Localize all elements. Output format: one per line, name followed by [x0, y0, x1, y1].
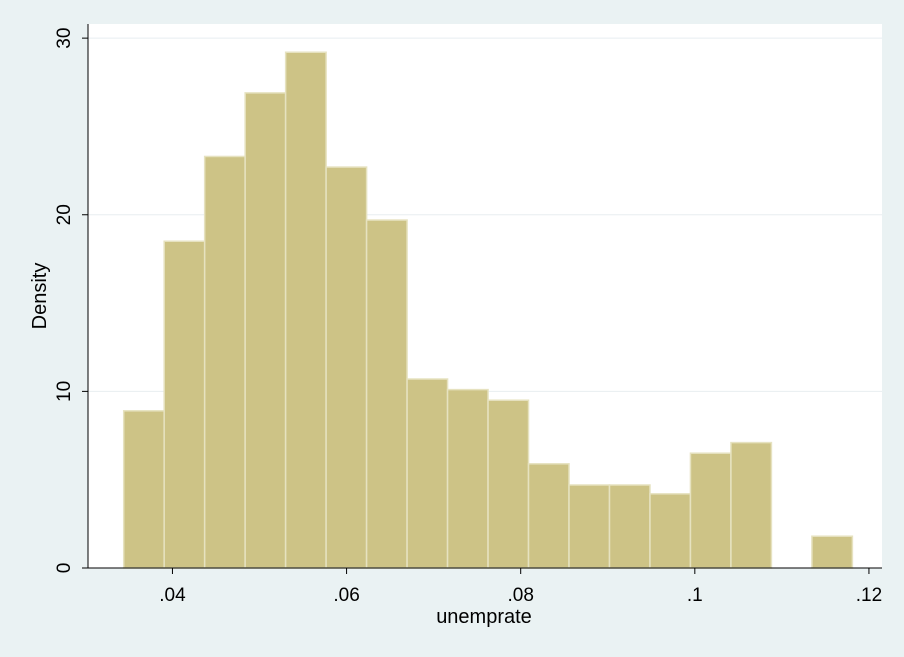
x-axis-title: unemprate	[436, 606, 532, 628]
y-axis-ticks: 0 10 20 30	[54, 28, 88, 574]
x-tick-label: .1	[687, 585, 703, 606]
histogram-bar	[325, 166, 368, 569]
histogram-bar	[365, 219, 408, 569]
histogram-bar	[284, 51, 327, 569]
histogram-bar	[811, 535, 854, 569]
x-tick-label: .06	[333, 585, 359, 606]
histogram-bar	[163, 240, 206, 569]
histogram-bar	[730, 441, 773, 569]
histogram-bar	[244, 92, 287, 569]
histogram-bar	[527, 463, 570, 569]
y-tick-label: 0	[54, 563, 75, 574]
histogram-bar	[203, 155, 246, 569]
x-axis-ticks: .04 .06 .08 .1 .12	[159, 568, 882, 606]
histogram-bar	[649, 493, 692, 569]
histogram-bar	[406, 378, 449, 569]
bars	[122, 51, 854, 569]
x-tick-label: .04	[159, 585, 186, 606]
histogram-bar	[446, 388, 489, 569]
histogram-bar	[487, 399, 530, 569]
histogram-bar	[122, 410, 165, 569]
y-tick-label: 20	[54, 204, 75, 225]
y-tick-label: 10	[54, 381, 75, 402]
histogram-bar	[689, 452, 732, 569]
y-axis-title: Density	[29, 263, 51, 330]
histogram-bar	[608, 484, 651, 569]
x-tick-label: .12	[856, 585, 882, 606]
x-tick-label: .08	[507, 585, 533, 606]
histogram-bar	[568, 484, 611, 569]
y-tick-label: 30	[54, 28, 75, 49]
